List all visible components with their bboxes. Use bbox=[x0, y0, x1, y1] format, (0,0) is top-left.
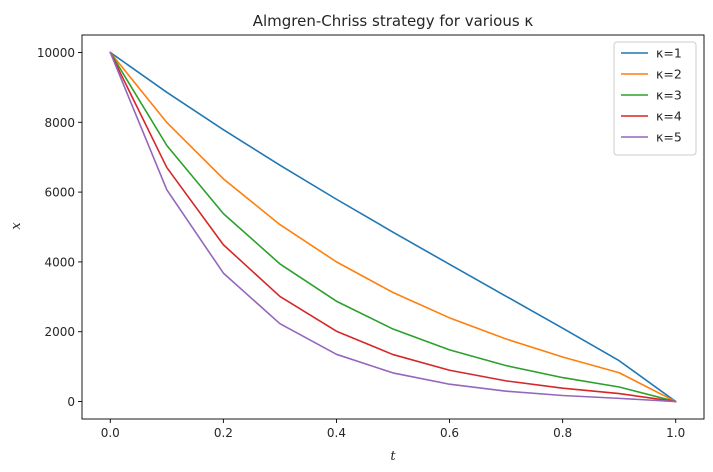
chart-title: Almgren-Chriss strategy for various κ bbox=[253, 12, 534, 30]
x-tick-label: 1.0 bbox=[666, 426, 685, 440]
series-line-1 bbox=[109, 51, 677, 403]
y-tick-label: 2000 bbox=[44, 325, 75, 339]
legend-label-1: κ=1 bbox=[656, 46, 682, 61]
y-tick-label: 0 bbox=[67, 395, 75, 409]
y-tick-label: 4000 bbox=[44, 255, 75, 269]
series-line-2 bbox=[109, 51, 677, 403]
x-axis-label: t bbox=[390, 449, 396, 464]
legend-label-2: κ=2 bbox=[656, 67, 682, 82]
legend: κ=1 κ=2 κ=3 κ=4 κ=5 bbox=[613, 41, 697, 156]
x-tick-label: 0.0 bbox=[101, 426, 120, 440]
y-tick-label: 10000 bbox=[37, 46, 75, 60]
x-tick-label: 0.8 bbox=[553, 426, 572, 440]
x-tick-label: 0.4 bbox=[327, 426, 346, 440]
y-axis-label: x bbox=[9, 222, 24, 230]
y-tick-label: 6000 bbox=[44, 186, 75, 200]
legend-label-5: κ=5 bbox=[656, 130, 682, 145]
y-tick-label: 8000 bbox=[44, 116, 75, 130]
x-tick-label: 0.6 bbox=[440, 426, 459, 440]
legend-label-4: κ=4 bbox=[656, 109, 682, 124]
series-line-5 bbox=[109, 51, 677, 403]
series-line-4 bbox=[109, 51, 677, 403]
axes-frame bbox=[81, 34, 705, 420]
x-tick-label: 0.2 bbox=[214, 426, 233, 440]
legend-label-3: κ=3 bbox=[656, 88, 682, 103]
legend-box bbox=[613, 41, 697, 156]
series-line-3 bbox=[109, 51, 677, 403]
plot-area: 0.0 0.2 0.4 0.6 0.8 1.0 0 2000 4000 6000 8000 10000 bbox=[37, 34, 705, 440]
